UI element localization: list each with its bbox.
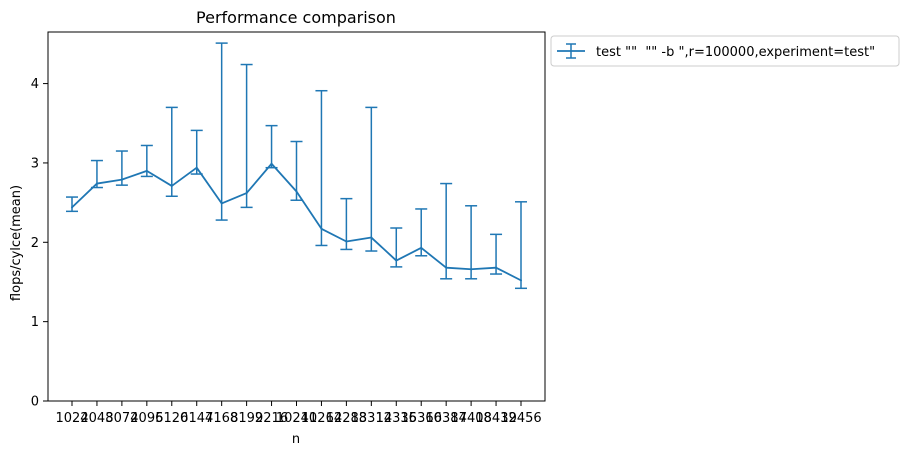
x-axis-label: n <box>292 432 300 447</box>
data-point <box>370 236 373 239</box>
data-point <box>495 266 498 269</box>
x-tick-label: 5120 <box>155 411 188 426</box>
data-point <box>445 266 448 269</box>
legend: test "" "" -b ",r=100000,experiment=test… <box>550 35 900 67</box>
plot-frame <box>47 31 546 402</box>
x-tick-label: 15360 <box>401 411 442 426</box>
legend-series-label: test "" "" -b ",r=100000,experiment=test… <box>596 45 875 60</box>
y-tick-label: 3 <box>31 156 39 171</box>
x-tick-label: 18432 <box>475 411 516 426</box>
data-point <box>145 169 148 172</box>
y-tick-label: 1 <box>31 315 39 330</box>
data-point <box>345 240 348 243</box>
data-point <box>245 192 248 195</box>
data-point <box>295 190 298 193</box>
data-point <box>395 259 398 262</box>
data-point <box>195 166 198 169</box>
data-point <box>270 162 273 165</box>
x-tick-label: 6144 <box>180 411 213 426</box>
data-point <box>470 268 473 271</box>
x-tick-label: 17408 <box>450 411 491 426</box>
x-tick-label: 1024 <box>55 411 88 426</box>
data-point <box>120 178 123 181</box>
data-point <box>520 279 522 282</box>
legend-frame <box>550 35 900 67</box>
data-point <box>220 202 223 205</box>
x-tick-label: 4096 <box>130 411 163 426</box>
x-tick-label: 13312 <box>351 411 392 426</box>
x-tick-label: 10240 <box>276 411 317 426</box>
chart-title: Performance comparison <box>196 8 396 27</box>
x-tick-label: 12288 <box>326 411 367 426</box>
x-tick-label: 8192 <box>230 411 263 426</box>
y-tick-label: 2 <box>31 236 39 251</box>
data-point <box>320 227 323 230</box>
y-axis-label: flops/cylce(mean) <box>9 185 24 301</box>
x-tick-label: 2048 <box>80 411 113 426</box>
x-tick-label: 16384 <box>425 411 466 426</box>
x-tick-label: 19456 <box>500 411 541 426</box>
x-tick-label: 3072 <box>105 411 138 426</box>
y-tick-label: 4 <box>31 77 39 92</box>
y-tick-label: 0 <box>31 395 39 410</box>
x-tick-label: 11264 <box>301 411 342 426</box>
x-tick-label: 7168 <box>205 411 238 426</box>
x-tick-label: 14336 <box>376 411 417 426</box>
x-tick-label: 9216 <box>255 411 288 426</box>
legend-series-marker <box>557 43 585 59</box>
data-point <box>71 206 73 209</box>
data-point <box>420 246 423 249</box>
data-point <box>95 182 98 185</box>
data-point <box>170 184 173 187</box>
